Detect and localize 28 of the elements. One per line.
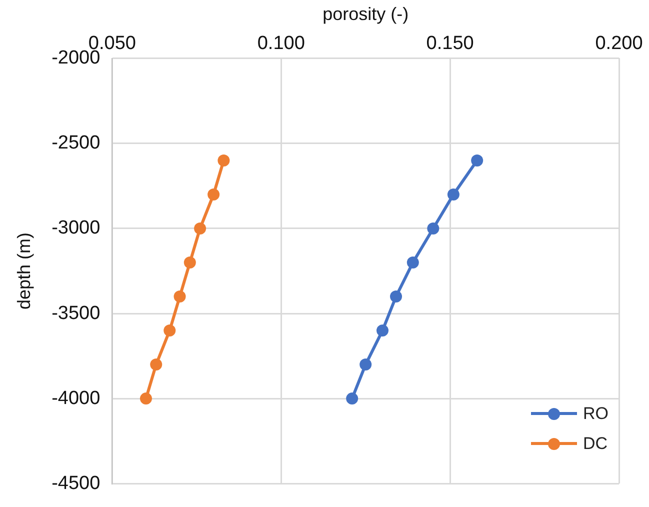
- x-tick-label: 0.100: [257, 33, 305, 54]
- point: [346, 392, 358, 405]
- point: [376, 324, 388, 337]
- point: [164, 324, 176, 337]
- x-axis-title: porosity (-): [322, 4, 409, 24]
- point: [218, 154, 230, 166]
- point: [447, 188, 460, 200]
- y-tick-label: -3500: [52, 302, 100, 324]
- point: [194, 222, 206, 234]
- point: [208, 188, 220, 200]
- point: [184, 256, 196, 268]
- point: [150, 358, 162, 371]
- legend-label: RO: [583, 404, 608, 424]
- point: [390, 290, 402, 303]
- y-tick-label: -4500: [52, 472, 100, 494]
- legend-label: DC: [583, 434, 608, 454]
- y-tick-label: -4000: [52, 388, 100, 409]
- y-axis-title: depth (m): [14, 232, 34, 310]
- point: [140, 392, 152, 405]
- point: [406, 256, 419, 268]
- point: [471, 154, 484, 166]
- x-tick-label: 0.150: [426, 33, 474, 54]
- point: [174, 290, 186, 303]
- point: [427, 222, 440, 234]
- point: [360, 358, 372, 371]
- y-tick-label: -3000: [52, 218, 100, 239]
- x-tick-label: 0.200: [595, 33, 643, 54]
- y-tick-label: -2500: [52, 132, 100, 154]
